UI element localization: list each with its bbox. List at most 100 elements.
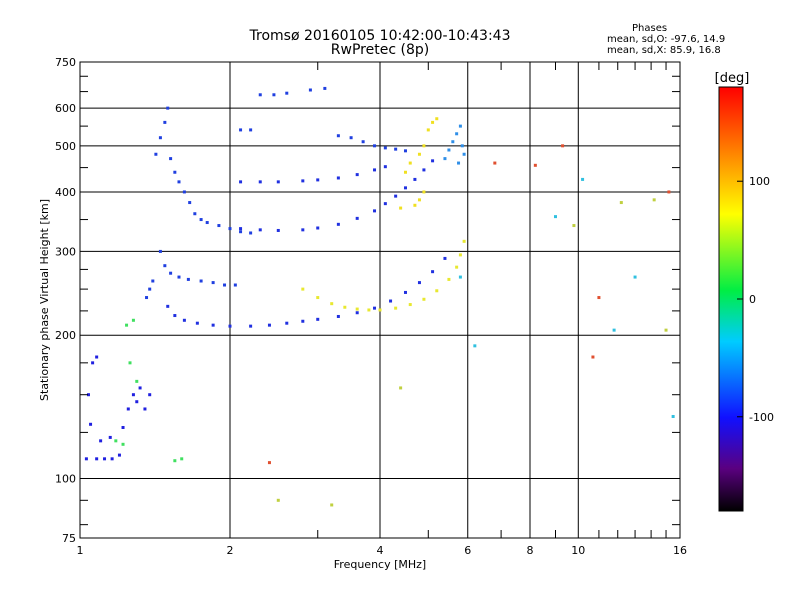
- data-point: [301, 319, 305, 323]
- data-point: [199, 279, 203, 283]
- colorbar-tick-label: 0: [749, 293, 756, 306]
- data-point: [473, 344, 477, 348]
- data-point: [426, 128, 430, 132]
- data-point: [199, 218, 203, 222]
- data-point: [355, 216, 359, 220]
- data-point: [394, 147, 398, 151]
- data-point: [135, 400, 139, 404]
- data-point: [143, 407, 147, 411]
- data-point: [135, 379, 139, 383]
- data-point: [316, 226, 320, 230]
- data-point: [458, 253, 462, 257]
- data-point: [373, 209, 377, 213]
- data-point: [671, 414, 675, 418]
- data-point: [205, 221, 209, 225]
- colorbar-label: [deg]: [715, 71, 750, 86]
- data-point: [276, 498, 280, 502]
- data-point: [169, 157, 173, 161]
- data-point: [95, 457, 99, 461]
- data-point: [276, 180, 280, 184]
- data-point: [533, 163, 537, 167]
- data-point: [422, 190, 426, 194]
- data-point: [367, 308, 371, 312]
- data-point: [383, 146, 387, 150]
- data-point: [182, 318, 186, 322]
- colorbar-tick-label: 100: [749, 175, 770, 188]
- data-point: [431, 159, 435, 163]
- data-point: [131, 318, 135, 322]
- x-axis-title: Frequency [MHz]: [334, 558, 426, 571]
- data-point: [422, 144, 426, 148]
- chart-title-line-1: Tromsø 20160105 10:42:00-10:43:43: [249, 28, 511, 44]
- data-point: [186, 277, 190, 281]
- data-point: [316, 296, 320, 300]
- data-point: [258, 180, 262, 184]
- data-point: [417, 198, 421, 202]
- data-point: [413, 203, 417, 207]
- data-point: [272, 93, 276, 97]
- data-point: [443, 256, 447, 260]
- data-point: [422, 297, 426, 301]
- data-point: [228, 324, 232, 328]
- data-point: [125, 323, 129, 327]
- phases-stats-heading: Phases: [632, 23, 668, 34]
- data-point: [458, 275, 462, 279]
- phases-stats-o-mode: mean, sd,O: -97.6, 14.9: [607, 34, 726, 45]
- data-point: [249, 324, 253, 328]
- data-point: [163, 264, 167, 268]
- data-point: [114, 439, 118, 443]
- plot-frame: [79, 61, 681, 539]
- data-point: [258, 93, 262, 97]
- data-point: [173, 459, 177, 463]
- data-point: [239, 128, 243, 132]
- data-point: [462, 239, 466, 243]
- y-tick-label: 400: [55, 186, 76, 199]
- data-point: [193, 212, 197, 216]
- data-point: [361, 140, 365, 144]
- data-point: [667, 190, 671, 194]
- data-point: [158, 249, 162, 253]
- data-point: [431, 120, 435, 124]
- axes: 1 2 4 6 8 10 16 75 100 200 300 400 500 600 750: [55, 56, 687, 557]
- phases-stats-x-mode: mean, sd,X: 85.9, 16.8: [607, 45, 721, 56]
- data-point: [355, 173, 359, 177]
- data-point: [108, 435, 112, 439]
- data-points: [84, 86, 675, 507]
- data-point: [267, 461, 271, 465]
- y-tick-label: 600: [55, 102, 76, 115]
- data-point: [154, 152, 158, 156]
- data-point: [447, 277, 451, 281]
- data-point: [173, 314, 177, 318]
- data-point: [195, 321, 199, 325]
- data-point: [403, 149, 407, 153]
- data-point: [612, 328, 616, 332]
- data-point: [389, 299, 393, 303]
- data-point: [435, 289, 439, 293]
- data-point: [180, 457, 184, 461]
- y-axis-title: Stationary phase Virtual Height [km]: [38, 199, 51, 401]
- data-point: [308, 88, 312, 92]
- data-point: [211, 281, 215, 285]
- data-point: [553, 215, 557, 219]
- data-point: [258, 228, 262, 232]
- data-point: [597, 296, 601, 300]
- x-tick-label: 10: [571, 544, 585, 557]
- data-point: [633, 275, 637, 279]
- data-point: [182, 190, 186, 194]
- data-point: [336, 134, 340, 138]
- y-tick-label: 100: [55, 473, 76, 486]
- data-point: [228, 227, 232, 231]
- colorbar-tick-label: -100: [749, 411, 774, 424]
- data-point: [128, 361, 132, 365]
- data-point: [383, 165, 387, 169]
- data-point: [285, 91, 289, 95]
- data-point: [138, 386, 142, 390]
- data-point: [343, 305, 347, 309]
- data-point: [131, 393, 135, 397]
- colorbar-ticks: 100 0 -100: [737, 175, 774, 424]
- data-point: [417, 152, 421, 156]
- data-point: [330, 503, 334, 507]
- data-point: [460, 144, 464, 148]
- data-point: [561, 144, 565, 148]
- data-point: [148, 287, 152, 291]
